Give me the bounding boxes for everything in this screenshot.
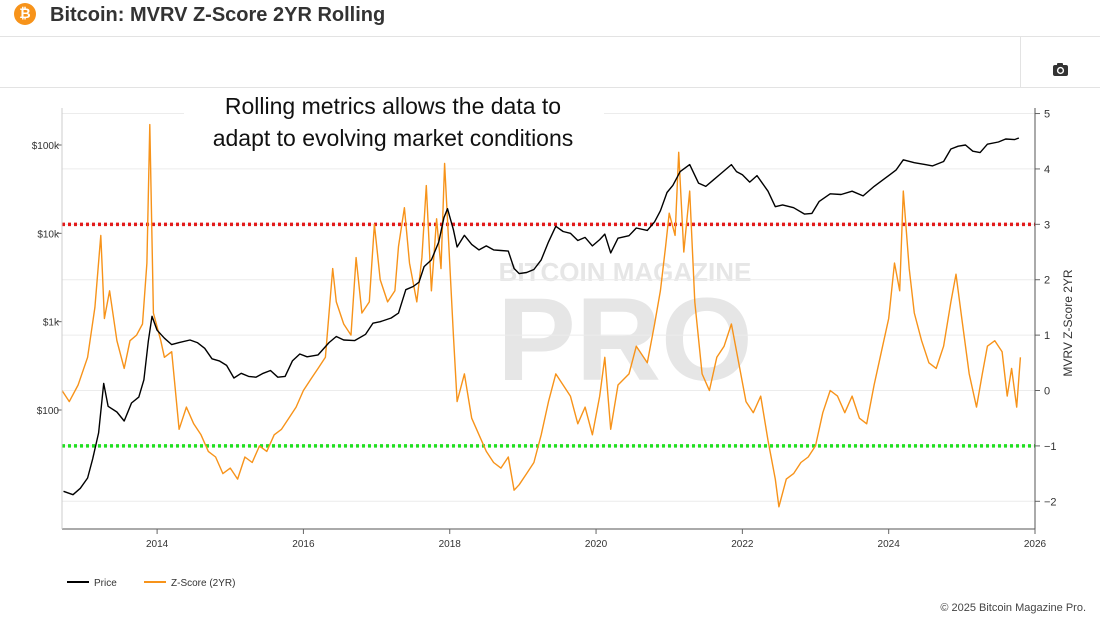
- chart-header: ₿ Bitcoin: MVRV Z-Score 2YR Rolling: [0, 0, 1100, 37]
- mvrv-chart: BITCOIN MAGAZINE PRO 5 4 3 2 1 0 −1 −2 $100k $10k…: [32, 88, 1075, 589]
- x-tick-label: 2024: [878, 539, 901, 550]
- toolbar-divider: [1020, 37, 1021, 87]
- chart-series: [61, 123, 1022, 508]
- left-tick-label: $100: [37, 406, 60, 417]
- x-tick-label: 2026: [1024, 539, 1047, 550]
- x-tick-label: 2020: [585, 539, 608, 550]
- chart-toolbar: [0, 37, 1100, 88]
- download-image-button[interactable]: [1046, 59, 1074, 83]
- left-tick-label: $10k: [37, 229, 60, 240]
- copyright-notice: © 2025 Bitcoin Magazine Pro.: [940, 602, 1086, 614]
- right-tick-label: −1: [1044, 441, 1057, 453]
- x-tick-label: 2018: [439, 539, 462, 550]
- annotation-box: Rolling metrics allows the data to adapt…: [184, 88, 604, 156]
- left-tick-label: $1k: [43, 318, 60, 329]
- right-tick-label: 3: [1044, 219, 1050, 231]
- right-tick-label: 5: [1044, 109, 1050, 121]
- x-tick-label: 2016: [292, 539, 315, 550]
- bitcoin-logo-icon: ₿: [14, 3, 36, 25]
- page-title: Bitcoin: MVRV Z-Score 2YR Rolling: [50, 4, 386, 26]
- price-series-line: [63, 137, 1020, 496]
- chart-legend: Price Z-Score (2YR): [67, 578, 235, 589]
- camera-icon: [1053, 63, 1068, 76]
- right-tick-label: 0: [1044, 386, 1050, 398]
- right-tick-label: 1: [1044, 330, 1050, 342]
- zscore-series-line: [61, 123, 1022, 508]
- left-tick-label: $100k: [32, 141, 60, 152]
- x-tick-label: 2022: [731, 539, 754, 550]
- legend-label[interactable]: Z-Score (2YR): [171, 578, 235, 589]
- right-tick-label: 4: [1044, 164, 1050, 176]
- right-axis-title: MVRV Z-Score 2YR: [1061, 269, 1075, 376]
- annotation-line-1: Rolling metrics allows the data to: [225, 93, 561, 119]
- chart-axes: 5 4 3 2 1 0 −1 −2 $100k $10k $1k $100 2014 2016 2018 20…: [32, 108, 1057, 550]
- watermark-text-main: PRO: [497, 274, 753, 406]
- reference-lines: [62, 222, 1035, 448]
- x-tick-label: 2014: [146, 539, 169, 550]
- legend-label[interactable]: Price: [94, 578, 117, 589]
- annotation-line-2: adapt to evolving market conditions: [213, 125, 574, 151]
- right-tick-label: 2: [1044, 275, 1050, 287]
- watermark-text-top: BITCOIN MAGAZINE: [499, 257, 752, 287]
- right-tick-label: −2: [1044, 496, 1057, 508]
